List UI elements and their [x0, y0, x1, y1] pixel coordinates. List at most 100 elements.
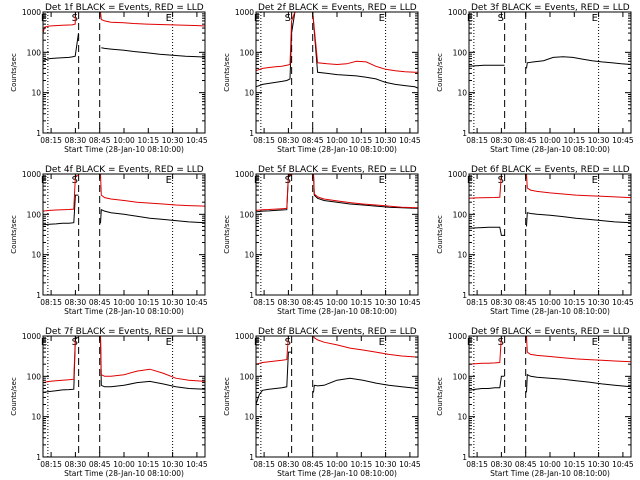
xtick-label: 10:45: [186, 298, 208, 307]
series-events: [468, 212, 632, 236]
marker-label: E: [166, 13, 172, 24]
series-lld: [42, 335, 206, 384]
xtick-label: 10:00: [539, 460, 561, 469]
x-axis-label: Start Time (28-Jan-10 08:10:00): [277, 307, 397, 316]
xtick-label: 10:15: [350, 136, 372, 145]
plot-frame: [468, 173, 632, 296]
xtick-label: 08:45: [89, 460, 111, 469]
xtick-label: 10:45: [612, 298, 634, 307]
xtick-label: 10:15: [350, 298, 372, 307]
xtick-label: 10:45: [612, 136, 634, 145]
x-axis-label: Start Time (28-Jan-10 08:10:00): [277, 145, 397, 154]
y-axis-label: Counts/sec: [10, 215, 18, 254]
ytick-label: 1000: [235, 332, 254, 341]
xtick-label: 08:30: [278, 298, 300, 307]
xtick-label: 10:15: [563, 298, 585, 307]
y-axis-label: Counts/sec: [10, 377, 18, 416]
ytick-label: 1000: [22, 8, 41, 17]
series-events: [468, 56, 632, 69]
series-events: [42, 194, 206, 226]
marker-label: S: [498, 13, 504, 24]
ytick-label: 1: [249, 129, 254, 138]
x-axis-label: Start Time (28-Jan-10 08:10:00): [64, 145, 184, 154]
xtick-label: 08:45: [515, 298, 537, 307]
xtick-label: 10:30: [375, 298, 397, 307]
ytick-label: 1: [462, 291, 467, 300]
xtick-label: 10:15: [137, 460, 159, 469]
xtick-label: 08:15: [253, 460, 275, 469]
series-lld: [255, 173, 419, 211]
xtick-label: 10:30: [162, 460, 184, 469]
xtick-label: 10:00: [113, 460, 135, 469]
xtick-label: 10:45: [186, 460, 208, 469]
ytick-label: 100: [27, 372, 42, 381]
ytick-label: 1: [36, 453, 41, 462]
plot-frame: [255, 173, 419, 296]
ytick-label: 1000: [235, 8, 254, 17]
xtick-label: 08:30: [491, 136, 513, 145]
xtick-label: 10:00: [539, 136, 561, 145]
xtick-label: 10:15: [137, 136, 159, 145]
xtick-label: 10:30: [162, 298, 184, 307]
xtick-label: 10:00: [113, 136, 135, 145]
xtick-label: 08:30: [65, 136, 87, 145]
xtick-label: 08:15: [253, 298, 275, 307]
xtick-label: 10:00: [539, 298, 561, 307]
y-axis-label: Counts/sec: [10, 53, 18, 92]
xtick-label: 08:45: [515, 136, 537, 145]
ytick-label: 1000: [448, 170, 467, 179]
marker-label: E: [592, 175, 598, 186]
series-events: [42, 335, 206, 393]
x-axis-label: Start Time (28-Jan-10 08:10:00): [490, 145, 610, 154]
xtick-label: 10:00: [326, 298, 348, 307]
xtick-label: 10:45: [186, 136, 208, 145]
ytick-label: 10: [31, 89, 41, 98]
y-axis-label: Counts/sec: [223, 53, 231, 92]
chart-title: Det 6f BLACK = Events, RED = LLD: [471, 165, 630, 175]
xtick-label: 10:15: [563, 136, 585, 145]
chart-title: Det 9f BLACK = Events, RED = LLD: [471, 327, 630, 337]
marker-label: E: [592, 337, 598, 348]
xtick-label: 08:15: [466, 460, 488, 469]
xtick-label: 10:00: [326, 136, 348, 145]
chart-title: Det 5f BLACK = Events, RED = LLD: [258, 165, 417, 175]
ytick-label: 1000: [448, 8, 467, 17]
ytick-label: 1: [249, 453, 254, 462]
ytick-label: 1000: [22, 332, 41, 341]
series-lld: [42, 173, 206, 212]
xtick-label: 08:30: [65, 460, 87, 469]
plot-frame: [468, 11, 632, 134]
marker-label: E: [379, 337, 385, 348]
ytick-label: 100: [27, 48, 42, 57]
xtick-label: 08:45: [302, 136, 324, 145]
xtick-label: 08:30: [491, 298, 513, 307]
series-events: [468, 373, 632, 393]
ytick-label: 100: [453, 48, 468, 57]
y-axis-label: Counts/sec: [436, 215, 444, 254]
plot-frame: [42, 173, 206, 296]
xtick-label: 10:30: [375, 460, 397, 469]
ytick-label: 1: [36, 129, 41, 138]
ytick-label: 10: [244, 413, 254, 422]
x-axis-label: Start Time (28-Jan-10 08:10:00): [64, 307, 184, 316]
xtick-label: 10:30: [375, 136, 397, 145]
xtick-label: 10:45: [399, 460, 421, 469]
xtick-label: 08:45: [302, 460, 324, 469]
ytick-label: 100: [453, 372, 468, 381]
y-axis-label: Counts/sec: [436, 377, 444, 416]
series-lld: [255, 11, 418, 73]
marker-label: S: [285, 13, 291, 24]
y-axis-label: Counts/sec: [436, 53, 444, 92]
xtick-label: 08:45: [302, 298, 324, 307]
x-axis-label: Start Time (28-Jan-10 08:10:00): [490, 469, 610, 478]
ytick-label: 100: [240, 372, 255, 381]
marker-label: E: [166, 175, 172, 186]
plot-frame: [42, 11, 206, 134]
xtick-label: 10:30: [588, 136, 610, 145]
xtick-label: 08:30: [491, 460, 513, 469]
